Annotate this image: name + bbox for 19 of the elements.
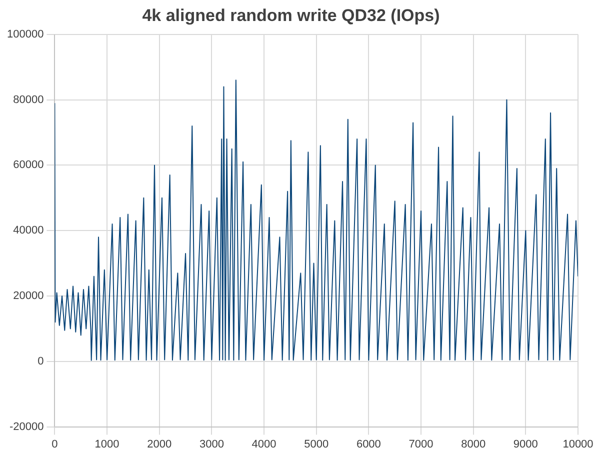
y-tick-label: 0 [38,355,44,368]
x-tick-label: 4000 [252,438,276,450]
x-tick-label: 5000 [304,438,329,450]
x-tick-label: 1000 [94,438,120,450]
x-tick-label: 2000 [147,438,172,450]
y-tick-label: 60000 [13,159,44,172]
x-tick-label: 9000 [513,438,538,450]
y-tick-label: 20000 [13,290,44,302]
x-tick-label: 8000 [461,438,486,450]
x-tick-label: 10000 [562,438,594,450]
x-tick-label: 7000 [408,438,434,450]
x-tick-label: 0 [52,438,58,450]
x-tick-label: 6000 [356,438,381,450]
y-tick-label: 100000 [6,28,44,40]
y-tick-label: 40000 [13,224,44,237]
x-tick-label: 3000 [199,438,224,450]
y-tick-label: -20000 [9,420,44,433]
chart-title: 4k aligned random write QD32 (IOps) [142,6,440,25]
y-tick-label: 80000 [13,94,44,106]
